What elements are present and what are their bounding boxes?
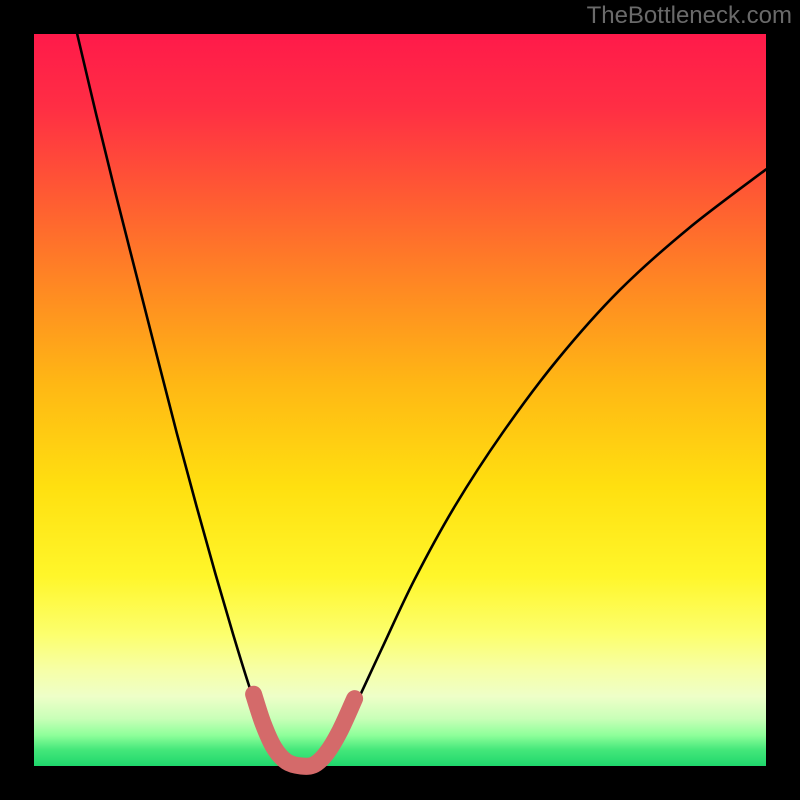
watermark-text: TheBottleneck.com [587,2,792,30]
chart-plot-background [34,34,766,766]
chart-container: TheBottleneck.com [0,0,800,800]
bottleneck-curve-chart [0,0,800,800]
